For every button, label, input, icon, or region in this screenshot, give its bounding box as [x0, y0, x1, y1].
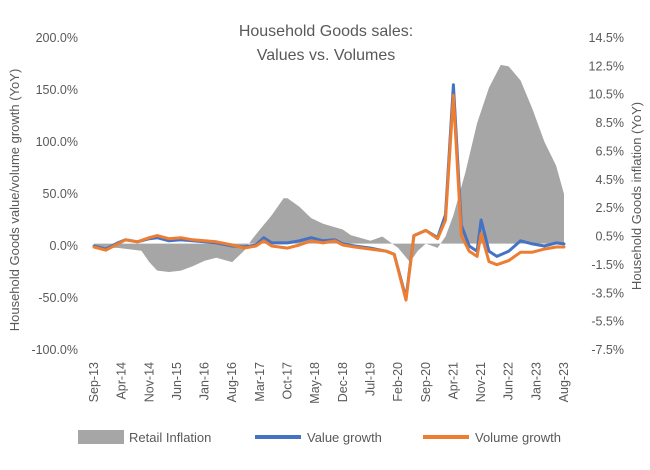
x-tick-label: Apr-21 — [446, 362, 460, 400]
x-tick-label: Aug-16 — [225, 362, 239, 402]
x-tick-label: Apr-14 — [115, 362, 129, 400]
left-tick-label: 50.0% — [43, 187, 78, 201]
right-tick-label: 10.5% — [589, 88, 624, 102]
x-tick-label: Oct-17 — [281, 362, 295, 400]
x-tick-label: Jan-16 — [198, 362, 212, 400]
left-tick-label: 150.0% — [36, 83, 78, 97]
right-tick-label: 2.5% — [596, 201, 625, 215]
right-axis-label: Household Goods inflation (YoY) — [629, 102, 644, 290]
x-tick-label: Dec-18 — [336, 362, 350, 402]
left-tick-label: -50.0% — [38, 291, 78, 305]
x-tick-label: Jun-22 — [502, 362, 516, 400]
legend-swatch-retail-inflation — [78, 430, 124, 444]
right-tick-label: -5.5% — [591, 315, 624, 329]
x-tick-label: Sep-20 — [419, 362, 433, 402]
right-axis-ticks: 14.5% 12.5% 10.5% 8.5% 6.5% 4.5% 2.5% 0.5% -1.5%… — [589, 31, 624, 357]
chart-title-line2: Values vs. Volumes — [257, 47, 395, 64]
left-tick-label: -100.0% — [31, 343, 78, 357]
x-tick-label: Aug-23 — [557, 362, 571, 402]
legend-label-volume-growth: Volume growth — [475, 430, 561, 445]
right-tick-label: -7.5% — [591, 343, 624, 357]
chart-title-line1: Household Goods sales: — [239, 23, 413, 40]
x-tick-label: May-18 — [308, 362, 322, 404]
left-axis-label: Household Goods value/volume growth (YoY… — [7, 69, 22, 332]
plot-area — [92, 64, 566, 302]
left-axis-ticks: 200.0% 150.0% 100.0% 50.0% 0.0% -50.0% -100.0% — [31, 31, 78, 357]
right-tick-label: 12.5% — [589, 59, 624, 73]
legend: Retail Inflation Value growth Volume gro… — [78, 430, 561, 445]
right-tick-label: 14.5% — [589, 31, 624, 45]
left-tick-label: 0.0% — [50, 239, 79, 253]
right-tick-label: 4.5% — [596, 173, 625, 187]
left-tick-label: 100.0% — [36, 135, 78, 149]
x-tick-label: Nov-14 — [142, 362, 156, 402]
x-tick-label: Nov-21 — [474, 362, 488, 402]
series-volume-growth-line — [92, 93, 566, 302]
x-tick-label: Jan-23 — [529, 362, 543, 400]
x-tick-label: Mar-17 — [253, 362, 267, 402]
right-tick-label: -1.5% — [591, 258, 624, 272]
right-tick-label: 6.5% — [596, 145, 625, 159]
right-tick-label: -3.5% — [591, 286, 624, 300]
x-tick-label: Jul-19 — [364, 362, 378, 396]
left-tick-label: 200.0% — [36, 31, 78, 45]
x-axis-ticks: Sep-13 Apr-14 Nov-14 Jun-15 Jan-16 Aug-16 Mar-… — [87, 362, 571, 404]
x-tick-label: Sep-13 — [87, 362, 101, 402]
legend-label-retail-inflation: Retail Inflation — [129, 430, 211, 445]
series-retail-inflation-area — [94, 64, 564, 273]
x-tick-label: Feb-20 — [391, 362, 405, 402]
right-tick-label: 0.5% — [596, 230, 625, 244]
right-tick-label: 8.5% — [596, 116, 625, 130]
legend-label-value-growth: Value growth — [307, 430, 382, 445]
x-tick-label: Jun-15 — [170, 362, 184, 400]
